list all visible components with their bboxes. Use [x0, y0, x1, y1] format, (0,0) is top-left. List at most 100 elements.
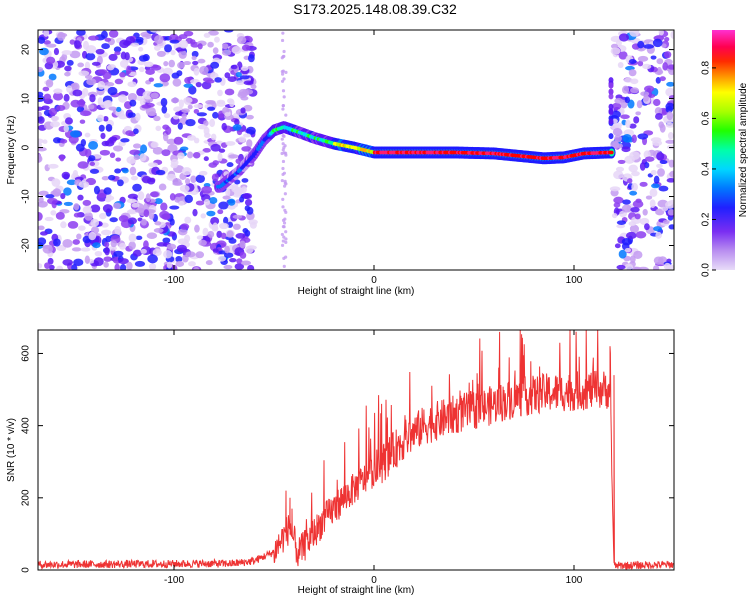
spectrogram-noise-blob [649, 188, 658, 198]
spectrogram-noise-blob [114, 78, 124, 85]
spectrogram-noise-blob [163, 250, 173, 259]
spectrogram-noise-blob [639, 162, 646, 171]
spectrogram-noise-blob [218, 222, 229, 230]
spectrogram-noise-blob [69, 39, 76, 45]
spectrogram-noise-blob [617, 61, 624, 69]
spectrogram-noise-blob [142, 90, 153, 100]
spectrogram-noise-blob [77, 194, 84, 201]
spectrogram-noise-blob [46, 56, 56, 65]
spectrogram-noise-blob [78, 180, 90, 188]
spectrogram-noise-blob [633, 116, 640, 124]
spectrogram-noise-blob [609, 186, 621, 192]
spectrogram-noise-blob [42, 139, 48, 144]
colorbar [712, 30, 735, 270]
spectrogram-noise-blob [621, 85, 630, 94]
spectrogram-noise-blob [84, 132, 91, 138]
colorbar-tick-label: 0.2 [701, 212, 712, 226]
spectrogram-streak-blob [280, 232, 284, 237]
spectrogram-noise-blob [57, 32, 68, 38]
spectrogram-noise-blob [143, 240, 149, 250]
spectrogram-noise-blob [207, 106, 216, 111]
spectrogram-noise-blob [108, 30, 119, 38]
spectrogram-streak-blob [281, 205, 285, 209]
colorbar-tick-label: 0.6 [701, 111, 712, 125]
spectrogram-noise-blob [212, 160, 219, 166]
spectrogram-noise-blob [611, 102, 622, 110]
spectrogram-noise-blob [180, 223, 190, 230]
spectrogram-noise-blob [659, 159, 668, 165]
spectrogram-noise-blob [210, 133, 217, 141]
spectrogram-noise-blob [47, 197, 58, 205]
spectrogram-noise-blob [179, 185, 190, 193]
spectrogram-noise-blob [99, 149, 111, 156]
spectrogram-noise-blob [195, 174, 206, 183]
spectrogram-noise-blob [103, 187, 112, 195]
spectrogram-noise-blob [212, 222, 218, 231]
spectrogram-noise-blob [235, 72, 242, 78]
spectrogram-noise-blob [181, 167, 192, 176]
snr-ytick-label: 600 [21, 345, 32, 362]
spectrogram-noise-blob [223, 30, 234, 33]
spectrogram-noise-blob [188, 85, 197, 95]
spectrogram-noise-blob [61, 171, 71, 180]
spectrogram-noise-blob [113, 145, 124, 152]
spectrogram-noise-blob [125, 130, 135, 136]
spectrogram-noise-blob [187, 151, 194, 159]
spectrogram-noise-blob [127, 217, 138, 225]
spectrogram-noise-blob [147, 162, 159, 168]
spectrogram-streak-blob [284, 151, 288, 155]
spectrogram-noise-blob [624, 96, 631, 104]
spectrogram-noise-blob [61, 50, 72, 56]
spectrogram-noise-blob [633, 250, 643, 259]
spectrogram-noise-blob [611, 110, 621, 119]
spectrogram-noise-blob [232, 124, 242, 131]
spectrogram-noise-blob [198, 239, 207, 246]
spectrogram-noise-blob [622, 199, 631, 205]
spectrogram-noise-blob [88, 104, 95, 110]
spectrogram-noise-blob [226, 230, 234, 238]
spectrogram-noise-blob [232, 223, 241, 230]
spectrogram-noise-blob [612, 127, 623, 137]
spectrogram-noise-blob [150, 30, 162, 33]
spectrogram-streak-blob [281, 104, 285, 108]
spectrogram-noise-blob [38, 106, 44, 111]
spectrogram-noise-blob [203, 156, 209, 162]
spectrogram-noise-blob [667, 209, 674, 216]
spectrogram-noise-blob [43, 30, 50, 37]
spectrogram-noise-blob [610, 140, 619, 149]
spectrogram-noise-blob [622, 134, 632, 143]
spectrogram-streak-blob [282, 49, 286, 54]
colorbar-axes: 0.0 0.2 0.4 0.6 0.8 [701, 61, 716, 277]
spectrogram-noise-blob [245, 245, 254, 254]
spectrogram-noise-blob [224, 245, 230, 254]
spectrogram-noise-blob [159, 73, 171, 83]
spectrogram-noise-blob [222, 195, 231, 200]
spectrogram-noise-blob [84, 61, 91, 71]
spectrogram-noise-blob [624, 247, 631, 253]
spectrogram-noise-blob [38, 116, 45, 124]
spectrogram-noise-blob [228, 154, 239, 159]
spectrogram-noise-blob [178, 99, 184, 108]
spectrogram-noise-blob [140, 248, 147, 254]
spectrogram-noise-blob [187, 104, 193, 110]
spectrogram-noise-blob [236, 36, 247, 45]
spectrogram-noise-blob [167, 144, 178, 153]
spectrogram-noise-blob [163, 113, 171, 119]
spectrogram-noise-blob [107, 86, 118, 96]
spectrogram-noise-blob [161, 105, 168, 114]
spectrogram-noise-blob [103, 256, 113, 262]
spectrogram-noise-blob [132, 143, 142, 149]
spectrogram-noise-blob [216, 230, 223, 239]
spectrogram-streak-blob [282, 54, 286, 58]
spectrogram-noise-blob [154, 221, 162, 226]
spectrogram-noise-blob [119, 39, 130, 49]
snr-xtick-label: -100 [164, 575, 184, 586]
spectrogram-noise-blob [612, 122, 623, 127]
spectrogram-noise-blob [194, 224, 200, 233]
spectrogram-noise-blob [614, 134, 622, 143]
spectrogram-streak-blob [282, 95, 286, 99]
spectrogram-noise-blob [625, 231, 637, 239]
spectrogram-ridge-core [609, 150, 614, 155]
spectrogram-noise-blob [156, 50, 166, 57]
spectrogram-noise-blob [103, 115, 109, 122]
